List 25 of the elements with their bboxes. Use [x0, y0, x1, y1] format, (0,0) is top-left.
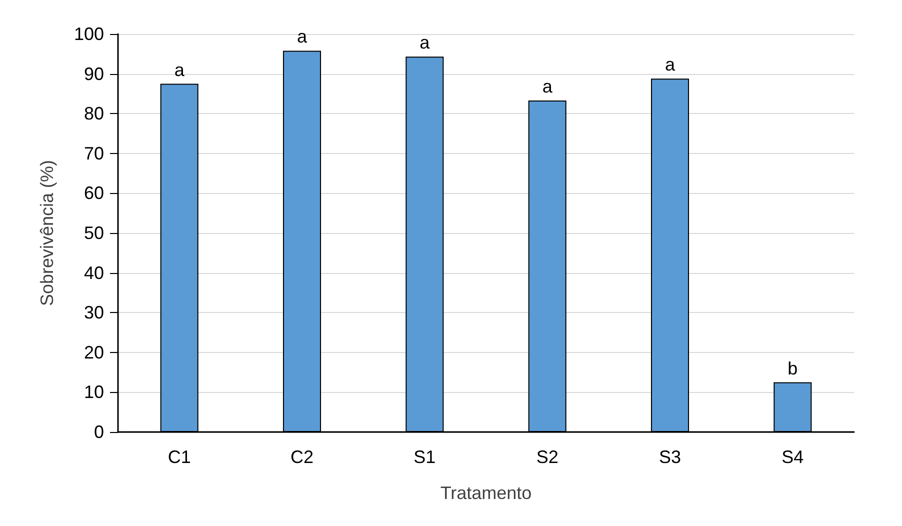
data-label: a	[542, 76, 554, 96]
x-tick-label: S4	[782, 447, 804, 467]
y-tick-label: 20	[84, 342, 104, 362]
x-axis-title: Tratamento	[440, 483, 532, 503]
data-label: a	[174, 60, 186, 80]
y-axis-title: Sobrevivência (%)	[37, 160, 57, 306]
y-tick-label: 50	[84, 223, 104, 243]
data-label: a	[664, 54, 676, 75]
y-tick-label: 70	[84, 143, 104, 164]
y-tick-label: 30	[84, 302, 104, 323]
x-tick-label: C1	[168, 447, 191, 467]
y-tick-label: 90	[84, 64, 104, 84]
x-tick-label: C2	[290, 447, 314, 467]
data-label: b	[788, 358, 798, 378]
data-label: a	[420, 32, 431, 53]
y-tick-label: 80	[84, 104, 104, 124]
y-tick-label: 60	[84, 183, 104, 204]
x-tick-label: S3	[658, 447, 682, 467]
x-tick-label: S2	[536, 447, 558, 467]
x-tick-label: S1	[414, 447, 436, 467]
y-tick-label: 0	[94, 422, 104, 442]
data-label: a	[296, 26, 308, 47]
y-tick-label: 40	[84, 262, 104, 283]
y-tick-label: 10	[84, 382, 104, 402]
y-tick-label: 100	[74, 24, 104, 44]
